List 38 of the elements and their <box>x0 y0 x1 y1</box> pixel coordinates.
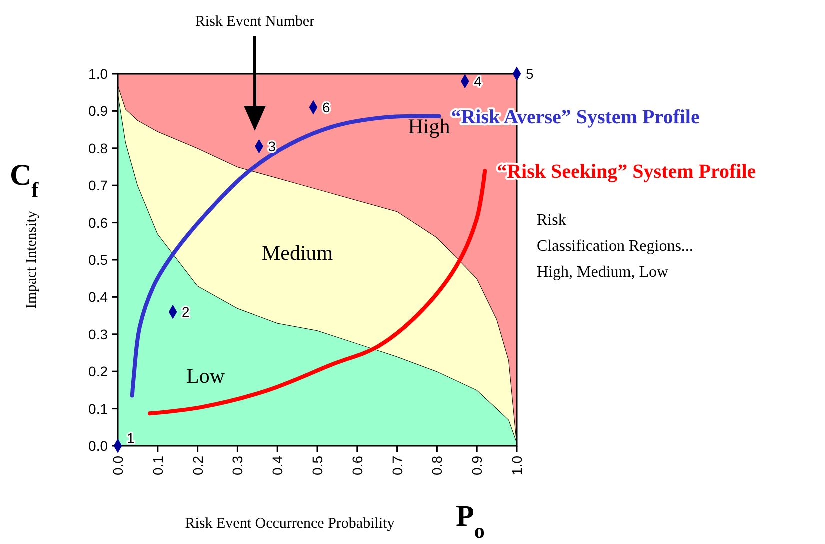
annotation: 6 <box>322 99 331 116</box>
series-label: High <box>408 114 451 139</box>
y-tick-label: 0.7 <box>88 178 108 194</box>
text: Risk Event Number <box>195 14 315 30</box>
y-tick-label: 0.4 <box>88 289 108 306</box>
x-tick-label: 0.9 <box>469 456 486 476</box>
annotation: 2 <box>182 304 190 320</box>
x-tick-label: 0.7 <box>389 456 406 476</box>
annotation: 4 <box>474 73 482 90</box>
x-tick-label: 1.0 <box>509 456 525 476</box>
y-tick-label: 0.6 <box>88 214 108 231</box>
text: P$_{o}$ <box>456 500 485 543</box>
x-tick-label: 0.1 <box>150 456 166 476</box>
x-tick-label: 0.0 <box>110 456 126 476</box>
y-tick-label: 0.5 <box>88 252 108 268</box>
annotation: 1 <box>127 430 135 446</box>
x-tick-label: 0.3 <box>230 456 246 476</box>
x-tick-label: 0.4 <box>270 456 286 476</box>
y-tick-label: 0.9 <box>88 103 108 120</box>
y-tick-label: 1.0 <box>88 66 108 82</box>
y-tick-label: 0.8 <box>88 140 108 156</box>
text: C$_{f}$ <box>10 159 40 202</box>
series-label: Low <box>186 364 226 388</box>
annotation: 3 <box>268 138 276 155</box>
x-tick-label: 0.2 <box>190 456 206 476</box>
x-tick-label: 0.5 <box>310 456 326 476</box>
line-series <box>148 169 488 416</box>
x-tick-label: 0.8 <box>429 456 446 476</box>
y-tick-label: 0.3 <box>88 326 108 342</box>
x-tick-label: 0.6 <box>349 456 366 476</box>
series-label: Medium <box>262 241 334 265</box>
annotation: 5 <box>526 66 534 82</box>
y-tick-label: 0.2 <box>88 364 108 380</box>
x-axis-title: Risk Event Occurrence Probability <box>185 516 396 532</box>
y-tick-label: 0.1 <box>88 400 108 417</box>
y-tick-label: 0.0 <box>88 438 108 454</box>
y-axis-title: Impact Intensity <box>24 210 40 309</box>
text: Risk Classification Regions... High, Medium, Low <box>537 212 694 281</box>
